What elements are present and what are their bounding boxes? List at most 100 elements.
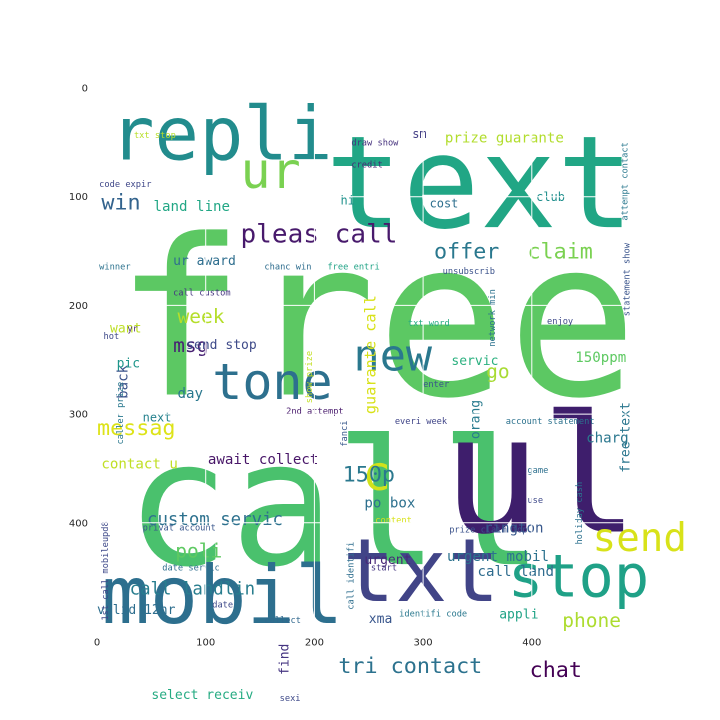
word-1st-call-mobileupd8: 1st call mobileupd8	[101, 521, 111, 620]
word-150p: 150p	[343, 462, 395, 487]
word-send: send	[593, 516, 687, 561]
word-free-text: free text	[619, 402, 634, 473]
word-c: c	[362, 447, 391, 502]
word-yr: yr	[127, 324, 137, 334]
word-code-expir: code expir	[99, 180, 151, 190]
word-hot: hot	[104, 332, 120, 342]
word-servic: servic	[451, 354, 498, 369]
word-land-line: land line	[154, 199, 231, 215]
word-attempt-contact: attempt contact	[620, 142, 630, 220]
word-collect: collect	[264, 616, 301, 626]
word-free: free	[114, 194, 638, 447]
word-charg: charg	[586, 430, 629, 446]
y-tick-label: 0	[82, 84, 88, 95]
word-use: use	[527, 496, 543, 506]
word-tri-contact: tri contact	[338, 654, 482, 679]
word-identifi-code: identifi code	[399, 609, 467, 619]
x-axis-ticks: 0 100 200 300 400	[94, 638, 542, 649]
x-tick-label: 0	[94, 638, 100, 649]
word-start: start	[371, 564, 397, 574]
word-msg: msg	[173, 334, 208, 357]
word-enjoy: enjoy	[547, 317, 573, 327]
y-tick-label: 200	[69, 301, 88, 312]
word-chanc-win: chanc win	[264, 263, 311, 273]
word-urgent-mobil: urgent mobil	[447, 549, 549, 565]
word-send-stop: send stop	[186, 338, 257, 353]
word-pleas-call: pleas call	[240, 219, 397, 249]
word-txt-word: txt word	[408, 319, 450, 329]
word-repli: repli	[110, 92, 332, 178]
word-offer: offer	[434, 240, 499, 265]
word-free-entri: free entri	[327, 263, 379, 273]
word-fanci: fanci	[340, 421, 350, 447]
word-2nd-attempt: 2nd attempt	[286, 407, 344, 417]
word-phone: phone	[562, 609, 621, 632]
x-tick-label: 100	[196, 638, 215, 649]
word-mobil: mobil	[101, 548, 343, 642]
word-call-custom: call custom	[173, 289, 231, 299]
word-next: next	[143, 411, 172, 425]
word-statement-show: statement show	[623, 242, 633, 316]
word-txt-stop: txt stop	[134, 131, 176, 141]
word-poli: poli	[175, 540, 222, 563]
word-content: content	[375, 516, 412, 526]
word-contact-u: contact u	[101, 456, 178, 472]
word-text: text	[325, 109, 634, 258]
word-claim: claim	[527, 240, 592, 265]
word-new: new	[354, 332, 433, 382]
word-draw-show: draw show	[351, 139, 399, 149]
word-appli: appli	[499, 607, 538, 622]
word-everi-week: everi week	[395, 417, 448, 427]
word-game: game	[527, 466, 548, 476]
x-tick-label: 400	[522, 638, 541, 649]
word-credit: credit	[351, 160, 382, 170]
word-date-servic: date servic	[162, 564, 220, 574]
y-axis-ticks: 0 100 200 300 400	[69, 84, 88, 530]
word-await-collect: await collect	[208, 452, 319, 468]
word-pic: pic	[117, 356, 141, 371]
word-go: go	[486, 360, 510, 383]
word-cost: cost	[430, 197, 459, 211]
word-guarante-call: guarante call	[361, 295, 379, 414]
word-messag: messag	[97, 416, 176, 441]
word-select-receiv: select receiv	[151, 688, 253, 703]
word-winner: winner	[99, 263, 130, 273]
word-tone: tone	[212, 353, 332, 411]
word-network-min: network min	[488, 289, 498, 347]
word-win: win	[101, 191, 140, 216]
word-unsubscrib: unsubscrib	[443, 267, 495, 277]
x-tick-label: 300	[414, 638, 433, 649]
word-valid-12hr: valid 12hr	[97, 603, 176, 618]
y-tick-label: 400	[69, 518, 88, 529]
word-urgent: urgent	[364, 553, 411, 568]
word-ur-award: ur award	[173, 254, 236, 269]
word-caller-prize: caller prize	[116, 382, 126, 445]
word-ur: ur	[240, 142, 300, 200]
word-week: week	[177, 305, 224, 328]
y-tick-label: 300	[69, 410, 88, 421]
word-hi: hi	[340, 193, 354, 207]
word-show-prize: show prize	[305, 351, 315, 403]
word-account-statement: account statement	[506, 417, 595, 427]
word-call: call	[125, 404, 544, 606]
y-tick-label: 100	[69, 192, 88, 203]
word-custom-servic: custom servic	[147, 510, 283, 530]
word-txt: txt	[343, 520, 500, 622]
word-privat-account: privat account	[143, 523, 216, 533]
word-call-landlin: call landlin	[130, 580, 256, 600]
word-call-identifi: call identifi	[347, 542, 357, 610]
word-back: back	[115, 364, 131, 399]
word-sm: sm	[412, 127, 426, 141]
word-sexi: sexi	[280, 694, 301, 704]
word-prize-guarante: prize guarante	[445, 130, 564, 146]
grid-layer	[96, 87, 641, 632]
word-rington: rington	[484, 521, 544, 537]
word-enter: enter	[423, 380, 449, 390]
word-xma: xma	[369, 612, 393, 627]
word-150ppm: 150ppm	[575, 350, 626, 366]
word-date: date	[212, 601, 233, 611]
word-want: want	[110, 322, 141, 337]
word-orang: orang	[469, 400, 484, 439]
